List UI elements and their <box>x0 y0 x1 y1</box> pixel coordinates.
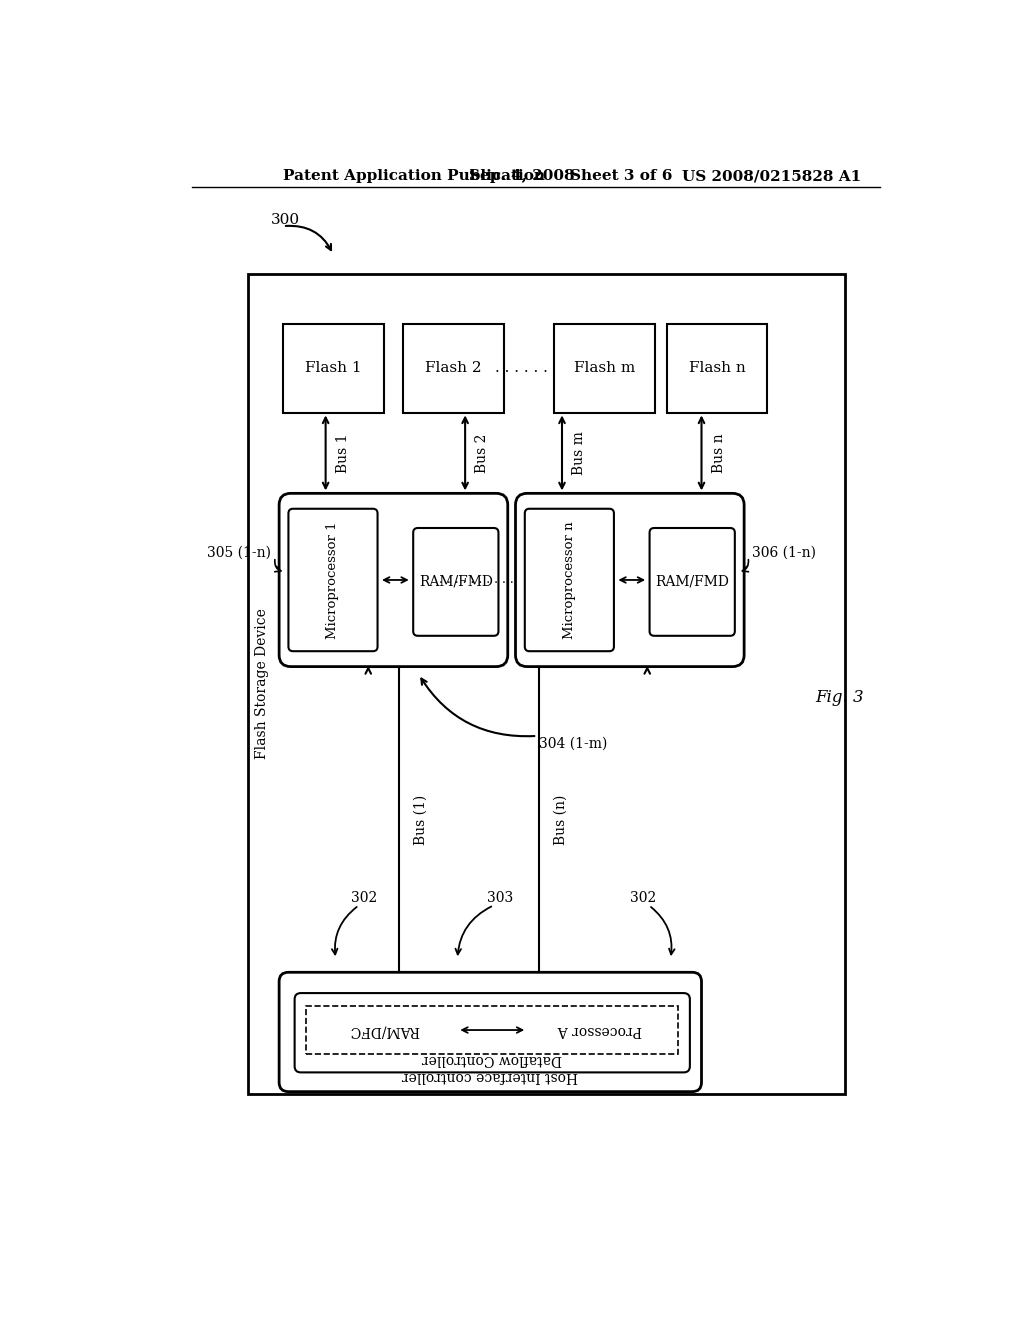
Text: 302: 302 <box>630 891 656 904</box>
Text: Bus 1: Bus 1 <box>336 433 349 473</box>
Text: Bus (1): Bus (1) <box>414 795 428 845</box>
FancyBboxPatch shape <box>289 508 378 651</box>
Text: Flash n: Flash n <box>688 362 745 375</box>
Text: Fig. 3: Fig. 3 <box>816 689 864 706</box>
Text: Flash 1: Flash 1 <box>305 362 361 375</box>
Bar <box>554 323 655 412</box>
Text: Processor A: Processor A <box>558 1023 642 1038</box>
Bar <box>306 1006 678 1053</box>
Text: 303: 303 <box>486 891 513 904</box>
Text: RAM/DFC: RAM/DFC <box>349 1023 419 1038</box>
Text: RAM/FMD: RAM/FMD <box>655 576 729 589</box>
Text: Microprocessor 1: Microprocessor 1 <box>327 521 340 639</box>
Text: Flash 2: Flash 2 <box>425 362 482 375</box>
Text: 304 (1-m): 304 (1-m) <box>539 737 607 751</box>
Bar <box>248 275 845 1094</box>
Text: Patent Application Publication: Patent Application Publication <box>283 169 545 183</box>
Text: . . . . . . . . . .: . . . . . . . . . . <box>439 573 514 586</box>
Text: 302: 302 <box>351 891 378 904</box>
Text: Bus m: Bus m <box>572 432 586 475</box>
FancyBboxPatch shape <box>312 1011 456 1049</box>
FancyBboxPatch shape <box>280 973 701 1092</box>
Text: Flash Storage Device: Flash Storage Device <box>255 609 269 759</box>
Text: Dataflow Controller: Dataflow Controller <box>422 1052 562 1065</box>
Text: US 2008/0215828 A1: US 2008/0215828 A1 <box>682 169 861 183</box>
FancyBboxPatch shape <box>528 1011 672 1049</box>
FancyBboxPatch shape <box>414 528 499 636</box>
Text: Host Interface controller: Host Interface controller <box>402 1069 579 1084</box>
Text: Bus (n): Bus (n) <box>553 795 567 845</box>
Text: Bus n: Bus n <box>712 433 726 473</box>
Text: Sheet 3 of 6: Sheet 3 of 6 <box>569 169 672 183</box>
Bar <box>283 323 384 412</box>
FancyBboxPatch shape <box>649 528 735 636</box>
Text: RAM/FMD: RAM/FMD <box>419 576 493 589</box>
FancyBboxPatch shape <box>295 993 690 1072</box>
FancyBboxPatch shape <box>524 508 614 651</box>
Text: 300: 300 <box>271 213 300 227</box>
Text: 305 (1-n): 305 (1-n) <box>208 546 271 560</box>
FancyBboxPatch shape <box>515 494 744 667</box>
Bar <box>403 323 504 412</box>
FancyBboxPatch shape <box>280 494 508 667</box>
Text: Bus 2: Bus 2 <box>475 433 489 473</box>
Text: Sep. 4, 2008: Sep. 4, 2008 <box>469 169 574 183</box>
Text: 306 (1-n): 306 (1-n) <box>752 546 816 560</box>
Text: Flash m: Flash m <box>574 362 635 375</box>
Text: Microprocessor n: Microprocessor n <box>563 521 575 639</box>
Text: . . . . . .: . . . . . . <box>496 362 548 375</box>
Bar <box>667 323 767 412</box>
